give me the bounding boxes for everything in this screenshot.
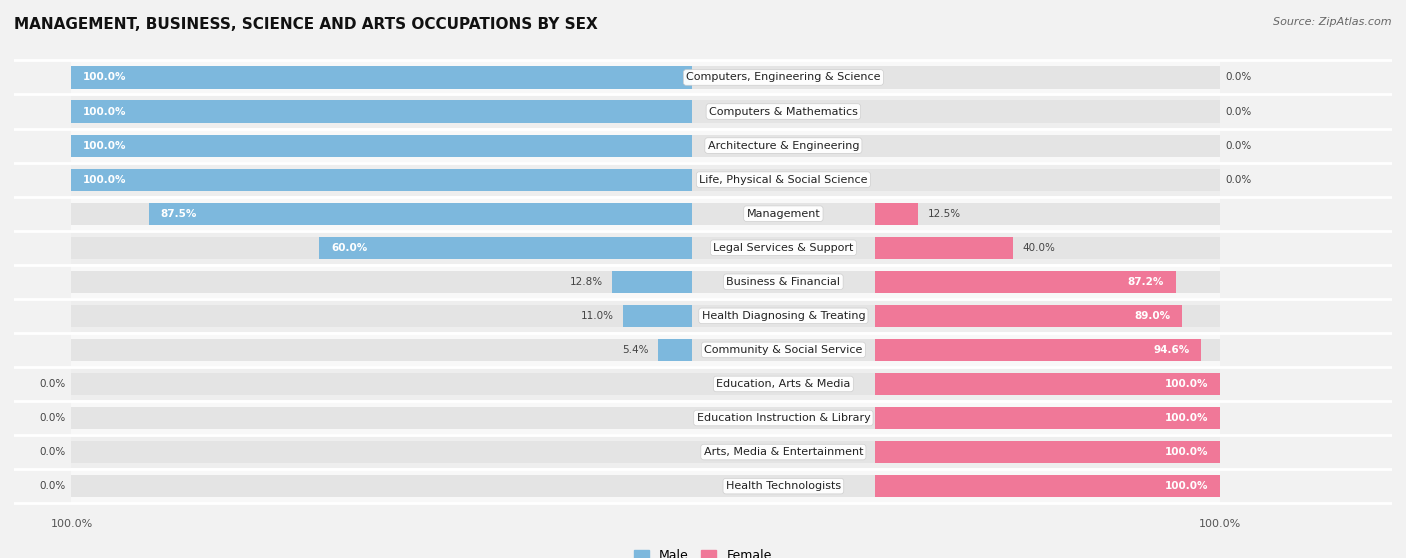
Bar	[72, 468, 1220, 504]
Text: 94.6%: 94.6%	[1153, 345, 1189, 355]
Bar	[72, 128, 1220, 163]
Bar	[72, 66, 692, 89]
Text: 89.0%: 89.0%	[1135, 311, 1170, 321]
Text: Computers, Engineering & Science: Computers, Engineering & Science	[686, 73, 880, 83]
Bar	[72, 230, 1220, 266]
Text: 12.8%: 12.8%	[569, 277, 603, 287]
Bar	[72, 441, 1220, 463]
Bar	[876, 407, 1220, 429]
Text: Life, Physical & Social Science: Life, Physical & Social Science	[699, 175, 868, 185]
Text: 0.0%: 0.0%	[39, 447, 66, 457]
Bar	[72, 366, 1220, 402]
Text: MANAGEMENT, BUSINESS, SCIENCE AND ARTS OCCUPATIONS BY SEX: MANAGEMENT, BUSINESS, SCIENCE AND ARTS O…	[14, 17, 598, 32]
Bar	[72, 100, 692, 123]
Text: Legal Services & Support: Legal Services & Support	[713, 243, 853, 253]
Text: Health Diagnosing & Treating: Health Diagnosing & Treating	[702, 311, 865, 321]
Text: 100.0%: 100.0%	[1164, 481, 1208, 491]
Bar	[72, 162, 1220, 198]
Bar	[876, 271, 1175, 293]
Bar	[876, 475, 1220, 497]
Bar	[72, 271, 1220, 293]
Bar	[72, 60, 1220, 95]
Text: 5.4%: 5.4%	[623, 345, 648, 355]
Bar	[72, 169, 692, 191]
Bar	[876, 237, 1014, 259]
Text: 11.0%: 11.0%	[581, 311, 614, 321]
Text: Community & Social Service: Community & Social Service	[704, 345, 862, 355]
Bar	[658, 339, 692, 361]
Bar	[876, 339, 1201, 361]
Bar	[72, 264, 1220, 300]
Text: 0.0%: 0.0%	[1226, 107, 1251, 117]
Legend: Male, Female: Male, Female	[630, 544, 776, 558]
Bar	[319, 237, 692, 259]
Text: Business & Financial: Business & Financial	[727, 277, 841, 287]
Text: 60.0%: 60.0%	[330, 243, 367, 253]
Bar	[72, 94, 1220, 129]
Bar	[876, 305, 1182, 327]
Text: 12.5%: 12.5%	[928, 209, 960, 219]
Text: 100.0%: 100.0%	[83, 141, 127, 151]
Bar	[72, 196, 1220, 232]
Bar	[72, 203, 1220, 225]
Text: 40.0%: 40.0%	[1022, 243, 1054, 253]
Bar	[72, 475, 1220, 497]
Bar	[72, 100, 1220, 123]
Text: 87.5%: 87.5%	[160, 209, 197, 219]
Text: 0.0%: 0.0%	[1226, 141, 1251, 151]
Bar	[876, 441, 1220, 463]
Bar	[72, 237, 1220, 259]
Bar	[149, 203, 692, 225]
Bar	[876, 373, 1220, 395]
Bar	[72, 134, 1220, 157]
Bar	[72, 339, 1220, 361]
Text: Computers & Mathematics: Computers & Mathematics	[709, 107, 858, 117]
Text: Education, Arts & Media: Education, Arts & Media	[716, 379, 851, 389]
Text: Source: ZipAtlas.com: Source: ZipAtlas.com	[1274, 17, 1392, 27]
Text: 100.0%: 100.0%	[1164, 379, 1208, 389]
Text: Management: Management	[747, 209, 820, 219]
Bar	[72, 407, 1220, 429]
Text: 100.0%: 100.0%	[83, 107, 127, 117]
Bar	[72, 305, 1220, 327]
Bar	[72, 434, 1220, 470]
Text: 0.0%: 0.0%	[1226, 175, 1251, 185]
Text: Health Technologists: Health Technologists	[725, 481, 841, 491]
Text: 0.0%: 0.0%	[39, 413, 66, 423]
Text: 100.0%: 100.0%	[83, 175, 127, 185]
Text: 0.0%: 0.0%	[1226, 73, 1251, 83]
Bar	[72, 373, 1220, 395]
Bar	[612, 271, 692, 293]
Bar	[72, 332, 1220, 368]
Text: 100.0%: 100.0%	[1164, 413, 1208, 423]
Text: Arts, Media & Entertainment: Arts, Media & Entertainment	[703, 447, 863, 457]
Text: 100.0%: 100.0%	[1164, 447, 1208, 457]
Text: Architecture & Engineering: Architecture & Engineering	[707, 141, 859, 151]
Bar	[72, 169, 1220, 191]
Text: 0.0%: 0.0%	[39, 379, 66, 389]
Text: 0.0%: 0.0%	[39, 481, 66, 491]
Bar	[72, 66, 1220, 89]
Text: Education Instruction & Library: Education Instruction & Library	[696, 413, 870, 423]
Bar	[623, 305, 692, 327]
Text: 87.2%: 87.2%	[1128, 277, 1164, 287]
Bar	[72, 134, 692, 157]
Bar	[72, 400, 1220, 436]
Text: 100.0%: 100.0%	[83, 73, 127, 83]
Bar	[72, 298, 1220, 334]
Bar	[876, 203, 918, 225]
